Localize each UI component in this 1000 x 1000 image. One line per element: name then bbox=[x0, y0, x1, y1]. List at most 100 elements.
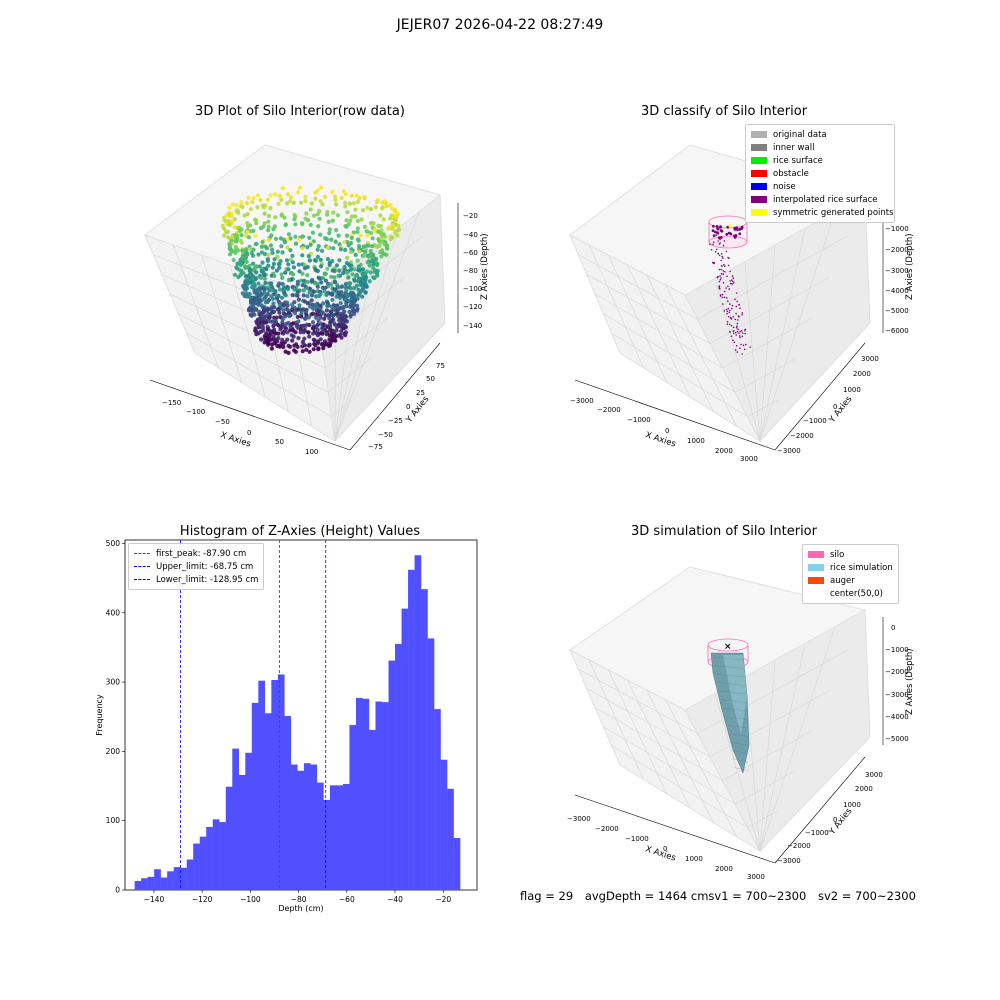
raw-data-point bbox=[361, 244, 366, 249]
histogram-bar bbox=[342, 783, 350, 890]
raw-data-point bbox=[334, 228, 339, 233]
cls-xtick-2: −2000 bbox=[597, 406, 621, 414]
raw-data-point bbox=[363, 249, 368, 254]
classify-interpolated-point bbox=[730, 318, 733, 320]
raw-data-point bbox=[258, 275, 264, 280]
raw-data-point bbox=[245, 200, 250, 206]
raw-data-point bbox=[353, 207, 358, 212]
histogram-xtick-label: −100 bbox=[240, 895, 261, 904]
raw-data-point bbox=[251, 247, 256, 252]
raw-data-point bbox=[283, 314, 288, 319]
raw-data-point bbox=[379, 240, 385, 245]
center-marker-icon: × bbox=[724, 642, 732, 652]
raw-data-point bbox=[286, 262, 291, 267]
raw-data-point bbox=[356, 238, 361, 243]
sim-xtick-3: −1000 bbox=[625, 835, 649, 843]
raw-data-point bbox=[290, 253, 295, 258]
raw-data-point bbox=[368, 248, 373, 254]
raw-data-point bbox=[295, 314, 300, 319]
raw-data-point bbox=[254, 218, 259, 223]
cls-ztick-5: −4000 bbox=[885, 287, 909, 295]
raw-data-point bbox=[233, 250, 238, 255]
raw-data-point bbox=[351, 201, 356, 206]
raw-data-point bbox=[310, 293, 315, 298]
raw-data-point bbox=[271, 227, 276, 232]
rice-simulation-highlight bbox=[723, 655, 747, 735]
classify-interpolated-point bbox=[723, 240, 726, 242]
raw-data-point bbox=[234, 239, 239, 244]
raw-data-point bbox=[284, 258, 290, 263]
classify-interpolated-point bbox=[722, 244, 725, 247]
raw-data-point bbox=[273, 192, 278, 197]
raw-data-point bbox=[237, 228, 243, 233]
raw-data-point bbox=[369, 230, 374, 236]
raw-data-point bbox=[333, 239, 338, 244]
classify-interpolated-point bbox=[730, 282, 732, 285]
classify-interpolated-point bbox=[735, 305, 738, 308]
raw-data-point bbox=[353, 274, 358, 279]
raw-data-point bbox=[358, 233, 363, 238]
raw-data-point bbox=[225, 230, 230, 235]
histogram-bar bbox=[316, 782, 324, 890]
histogram-bar bbox=[277, 674, 285, 890]
raw-data-point bbox=[371, 262, 376, 267]
raw-data-point bbox=[222, 233, 227, 238]
raw-data-point bbox=[236, 274, 241, 280]
raw-data-point bbox=[344, 218, 349, 223]
classify-surface-point bbox=[713, 230, 717, 234]
raw-data-point bbox=[274, 268, 279, 273]
raw-data-point bbox=[293, 330, 298, 335]
classify-surface-point bbox=[733, 226, 737, 230]
raw-data-point bbox=[271, 261, 276, 266]
raw-data-point bbox=[288, 236, 293, 241]
raw-data-point bbox=[284, 326, 289, 331]
raw-data-point bbox=[337, 268, 342, 273]
raw-data-point bbox=[341, 270, 346, 276]
raw-data-point bbox=[363, 278, 368, 283]
sim-ytick-7: 3000 bbox=[865, 771, 883, 779]
raw-data-point bbox=[284, 321, 289, 326]
raw-data-point bbox=[367, 263, 372, 268]
raw-data-point bbox=[280, 275, 285, 280]
cls-ytick-5: 1000 bbox=[843, 386, 861, 394]
raw-3d-plot: −150 −100 −50 0 50 100 −75 −50 −25 0 25 … bbox=[143, 144, 490, 456]
raw-data-point bbox=[270, 250, 275, 256]
raw-data-point bbox=[379, 254, 384, 259]
raw-data-point bbox=[321, 346, 326, 351]
raw-data-point bbox=[355, 199, 360, 204]
classify-plot-title: 3D classify of Silo Interior bbox=[640, 104, 808, 119]
classify-surface-point bbox=[725, 232, 729, 236]
histogram-bar bbox=[134, 880, 142, 890]
raw-data-point bbox=[239, 240, 244, 245]
raw-data-point bbox=[355, 303, 360, 308]
raw-data-point bbox=[344, 233, 350, 238]
raw-data-point bbox=[327, 262, 332, 268]
raw-data-point bbox=[303, 316, 308, 321]
raw-data-point bbox=[302, 336, 307, 341]
raw-data-point bbox=[363, 290, 368, 295]
raw-data-point bbox=[281, 303, 286, 308]
raw-data-point bbox=[365, 260, 370, 265]
raw-data-point bbox=[239, 200, 244, 205]
histogram-xtick-label: −120 bbox=[192, 895, 213, 904]
raw-data-point bbox=[315, 212, 320, 217]
raw-data-point bbox=[322, 316, 327, 321]
classify-interpolated-point bbox=[718, 280, 721, 283]
raw-data-point bbox=[334, 263, 339, 268]
sim-xtick-1: −3000 bbox=[567, 815, 591, 823]
classify-surface-point bbox=[711, 229, 715, 233]
raw-data-point bbox=[256, 321, 261, 326]
raw-data-point bbox=[270, 296, 276, 301]
classify-interpolated-point bbox=[728, 288, 730, 290]
classify-interpolated-point bbox=[721, 255, 723, 258]
classify-interpolated-point bbox=[717, 252, 719, 255]
raw-data-point bbox=[279, 272, 284, 277]
raw-data-point bbox=[326, 343, 331, 348]
raw-data-point bbox=[332, 194, 338, 199]
raw-data-point bbox=[284, 201, 289, 206]
raw-data-point bbox=[241, 271, 246, 276]
raw-data-point bbox=[281, 331, 286, 336]
legend-item-center: center(50,0) bbox=[808, 587, 893, 600]
raw-data-point bbox=[277, 287, 283, 292]
histogram-bar bbox=[310, 764, 318, 890]
